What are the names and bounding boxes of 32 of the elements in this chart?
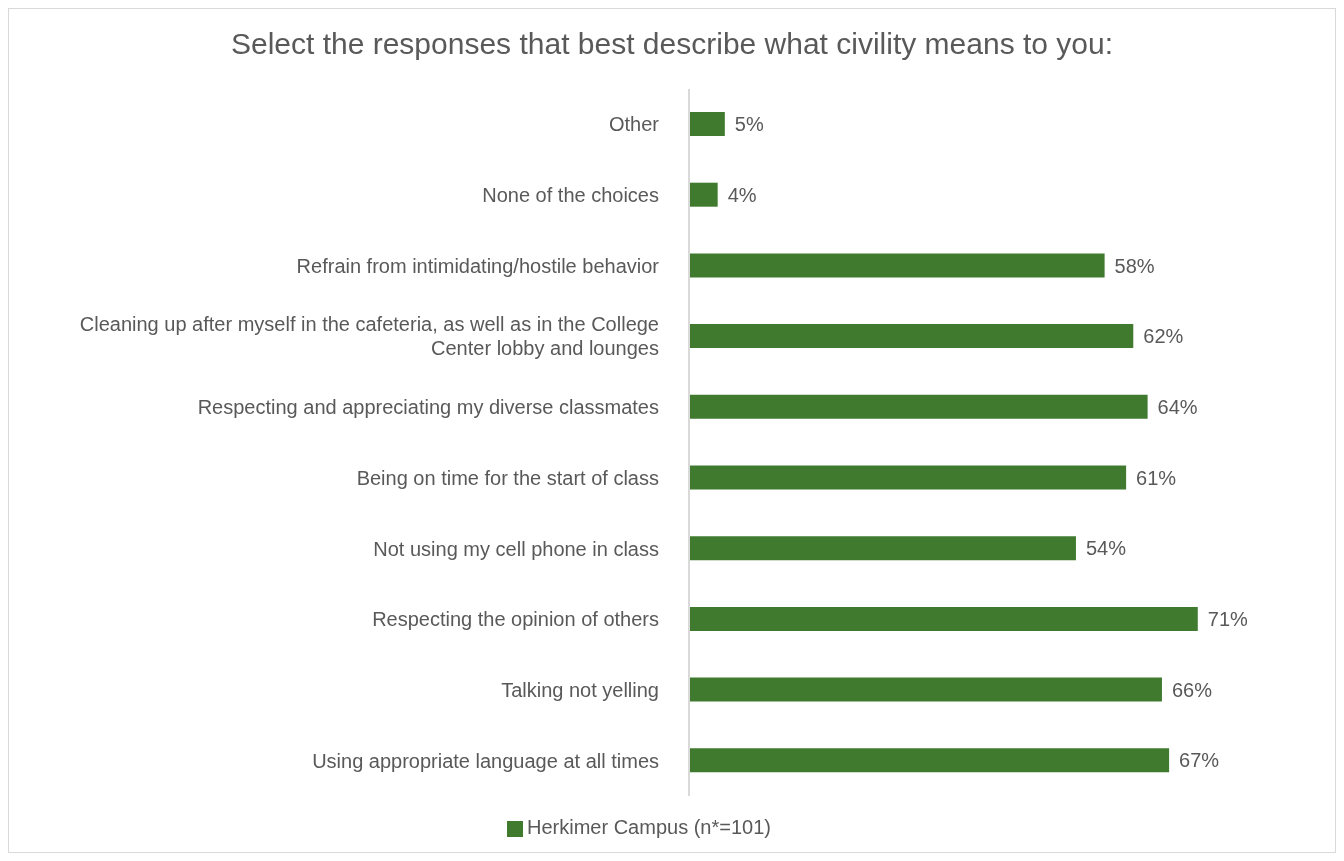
bar [689, 324, 1134, 349]
data-label: 54% [1085, 537, 1127, 560]
data-label: 62% [1143, 325, 1184, 348]
bar [689, 748, 1170, 773]
bar [689, 112, 725, 136]
y-tick-label: None of the choices [482, 184, 659, 207]
data-label: 58% [1114, 254, 1155, 277]
bar [689, 536, 1076, 561]
y-tick-label: Refrain from intimidating/hostile behavior [296, 254, 660, 277]
bar [689, 253, 1105, 278]
data-label: 4% [727, 183, 757, 206]
data-label: 71% [1207, 608, 1249, 630]
chart-title: Select the responses that best describe what civility means to you: [229, 26, 1115, 62]
legend-label: Herkimer Campus (n*=101) [527, 816, 771, 838]
bar [689, 394, 1148, 419]
bar [689, 182, 718, 207]
bar [689, 677, 1162, 702]
data-label: 66% [1171, 678, 1213, 701]
y-tick-label: Respecting the opinion of others [372, 608, 659, 631]
data-label: 67% [1179, 749, 1220, 772]
y-tick-label: Respecting and appreciating my diverse classmates [197, 396, 659, 419]
y-tick-label: Cleaning up after myself in the cafeteria, as well as in the College Center lobby and lounges [79, 313, 659, 360]
data-label: 61% [1136, 466, 1177, 489]
data-label: 64% [1157, 395, 1198, 418]
bar [689, 606, 1198, 631]
y-tick-label: Being on time for the start of class [356, 466, 659, 489]
y-tick-label: Not using my cell phone in class [373, 537, 659, 560]
y-tick-label: Talking not yelling [501, 678, 659, 701]
bar [689, 465, 1127, 490]
y-tick-label: Other [608, 113, 660, 136]
y-tick-label: Using appropriate language at all times [312, 749, 659, 772]
data-label: 5% [734, 113, 764, 136]
